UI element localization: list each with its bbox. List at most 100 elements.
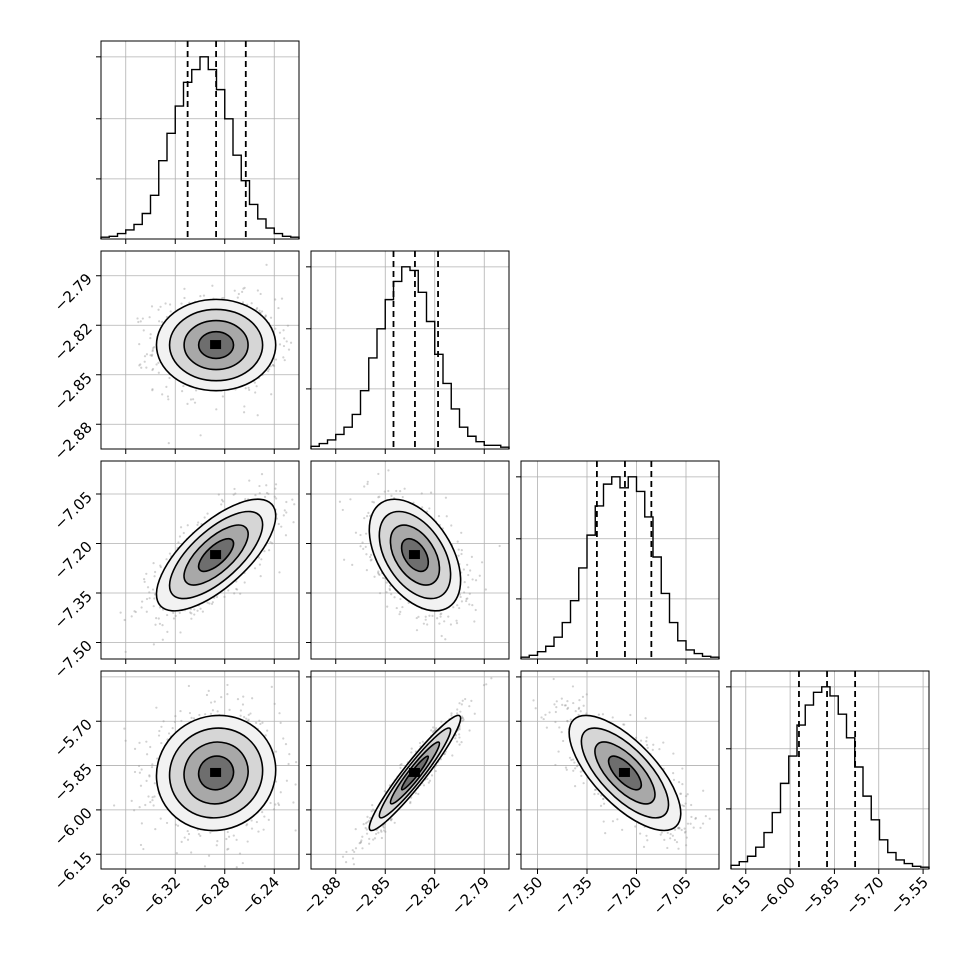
sample-point [455,740,459,743]
sample-point [286,324,290,327]
sample-point [341,855,345,858]
sample-point [374,832,378,836]
sample-point [138,771,141,774]
sample-point [455,619,458,622]
sample-point [149,745,152,749]
sample-point [254,494,257,497]
sample-point [593,793,596,796]
sample-point [498,544,501,548]
sample-point [253,567,257,570]
contour-line [168,727,264,819]
sample-point [220,503,223,506]
sample-point [445,515,448,518]
sample-point [165,385,168,388]
density-panel-1-0 [101,251,309,449]
sample-point [277,803,281,807]
sample-point [155,363,158,366]
sample-point [180,719,183,723]
panel-frame [730,670,930,870]
sample-point [145,353,149,356]
sample-point [123,618,126,622]
sample-point [261,811,264,814]
sample-point [258,492,261,495]
sample-point [195,389,198,392]
sample-point [644,717,647,720]
sample-point [431,731,435,734]
sample-point [138,805,141,809]
sample-point [351,563,354,566]
sample-point [274,487,277,490]
sample-point [363,485,366,488]
sample-point [209,712,213,715]
sample-point [534,707,537,710]
sample-point [151,353,154,356]
sample-point [179,526,183,529]
sample-point [304,348,306,350]
sample-point [409,801,412,805]
sample-point [175,852,178,855]
sample-point [403,487,406,490]
sample-point [267,818,270,821]
sample-point [462,568,465,571]
sample-point [161,320,164,324]
sample-point [434,769,437,773]
sample-point [359,533,362,537]
sample-point [672,778,676,781]
sample-point [669,832,672,836]
sample-point [167,442,170,445]
sample-point [280,297,284,300]
contour-line [168,510,264,600]
sample-point [269,541,272,544]
sample-point [267,370,270,373]
sample-point [165,558,168,561]
sample-point [458,606,461,610]
sample-point [235,866,238,869]
sample-point [235,587,238,591]
sample-point [458,736,461,739]
sample-point [307,347,309,349]
contour-line [378,727,452,819]
sample-point [684,795,688,798]
sample-point [166,395,170,398]
sample-point [174,614,177,618]
sample-point [255,385,258,388]
sample-point [187,684,190,688]
sample-point [367,511,370,514]
sample-point [684,802,687,805]
sample-point [378,495,381,498]
density-panel-2-0 [101,461,299,659]
sample-point [282,356,285,359]
sample-point [646,746,649,749]
sample-point [341,508,344,512]
sample-point [426,623,429,626]
sample-point [361,541,364,544]
sample-point [599,804,603,807]
sample-point [250,827,254,830]
sample-point [222,296,225,300]
sample-point [393,821,396,824]
sample-point [148,591,151,594]
sample-point [140,366,143,369]
sample-point [457,554,460,557]
sample-point [213,700,216,703]
sample-point [203,865,207,868]
sample-point [148,316,151,319]
sample-point [261,721,264,724]
sample-point [161,393,164,396]
contour-line [183,524,249,586]
density-peak [210,340,222,350]
sample-point [268,368,271,371]
sample-point [684,830,687,833]
sample-point [284,743,288,746]
sample-point [449,623,453,626]
sample-point [197,521,200,524]
sample-point [409,800,412,804]
sample-point [452,606,455,609]
sample-point [199,834,202,838]
sample-point [152,347,155,350]
sample-point [421,740,424,743]
sample-point [166,613,169,617]
sample-point [151,388,154,391]
sample-point [462,718,465,721]
sample-point [683,827,686,830]
